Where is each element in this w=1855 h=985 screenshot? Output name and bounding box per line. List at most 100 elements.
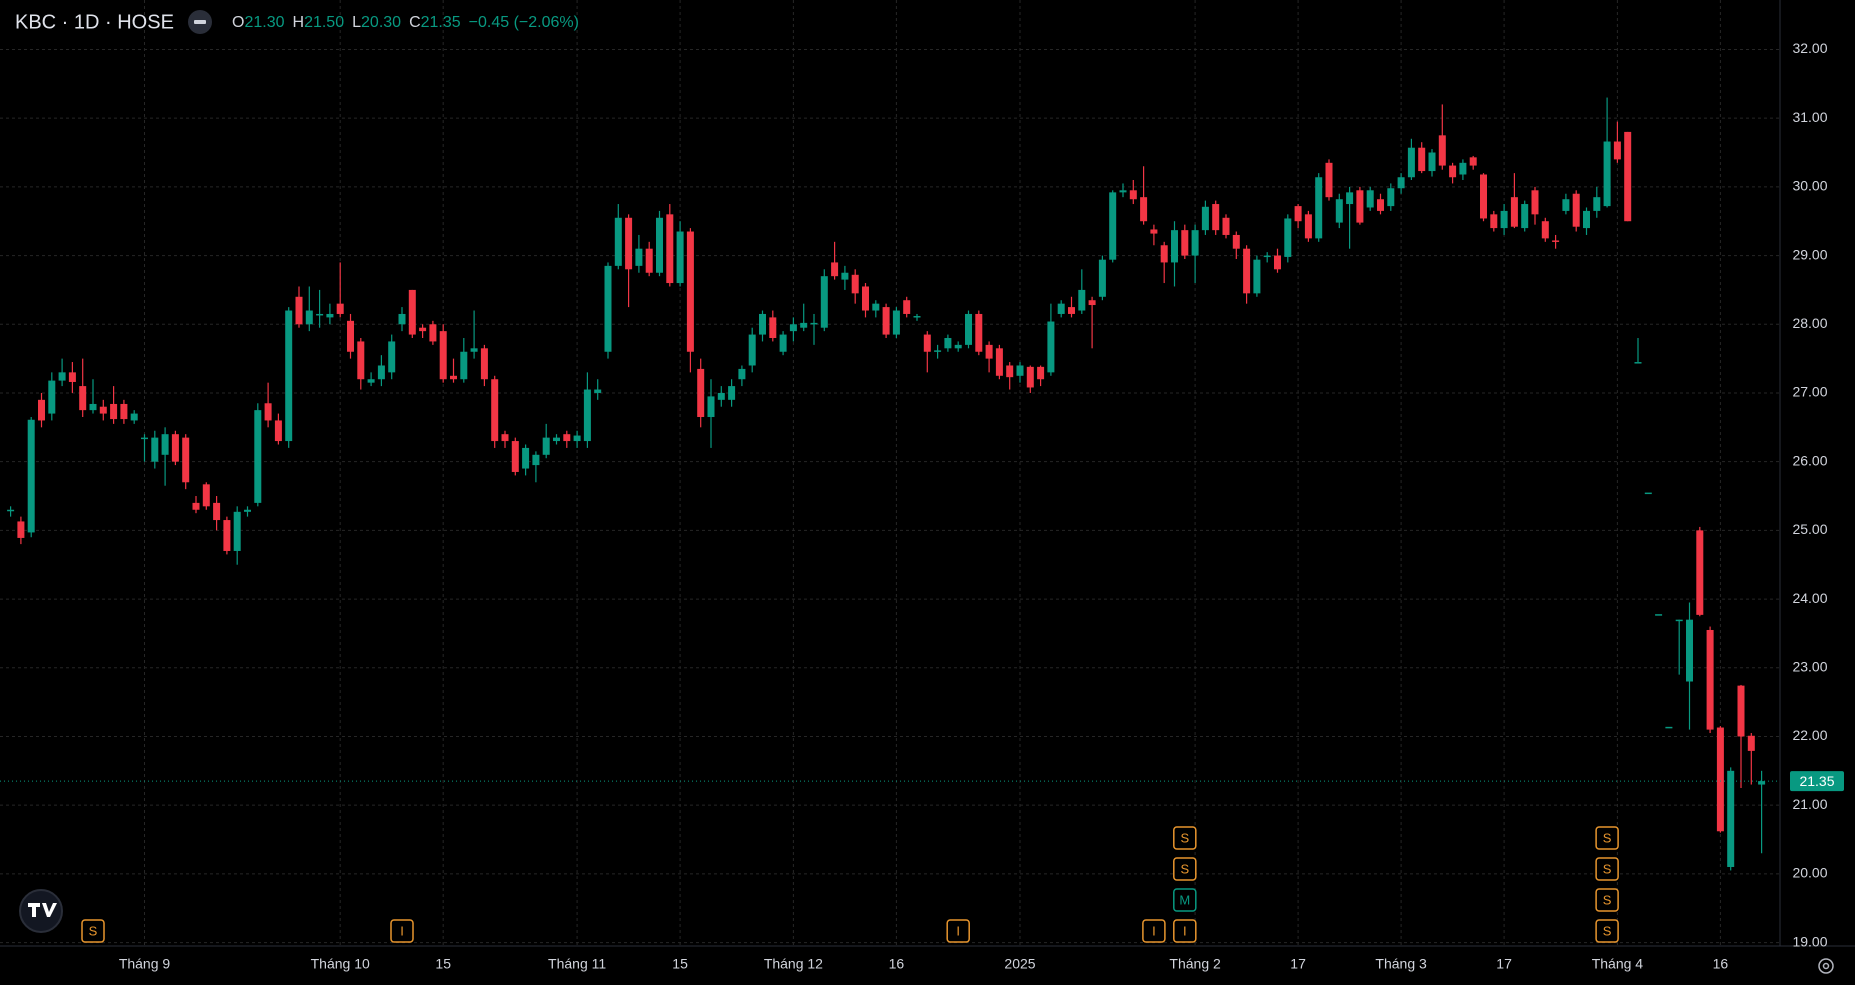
candles [0,97,1780,871]
candle-body [882,307,890,335]
candle-body [1603,141,1611,207]
event-marker[interactable]: S [81,919,105,943]
y-tick-label: 30.00 [1792,178,1827,194]
candle-body [728,386,736,400]
candle-body [1088,300,1096,306]
event-marker[interactable]: S [1173,826,1197,850]
candle-body [1304,214,1312,239]
candle-body [1171,230,1178,263]
y-tick-label: 23.00 [1792,658,1827,674]
settings-icon-center [1822,962,1830,970]
candle-body [594,389,602,393]
candle-body [27,419,35,533]
settings-icon [1818,958,1834,974]
x-tick-label: 16 [889,956,905,972]
ohlc-key: L [352,14,361,31]
candle-body [1418,147,1426,172]
x-tick-label: 17 [1290,956,1306,972]
candle-body [1716,727,1724,832]
event-marker[interactable]: S [1595,826,1619,850]
grid [0,0,1780,946]
candle-body [645,248,653,273]
event-marker[interactable]: M [1173,888,1197,912]
candle-body [1490,214,1498,229]
candle-body [1706,629,1714,730]
events: S I I I I M S S S S S S [81,826,1619,943]
candle-body [1727,770,1735,867]
candle-body [944,338,952,349]
x-tick-label: Tháng 10 [311,956,370,972]
event-marker[interactable]: S [1595,857,1619,881]
candle-body [1315,177,1323,239]
x-tick-label: 17 [1496,956,1512,972]
candle-body [408,289,416,335]
candle-body [1686,619,1693,682]
candle-body [480,348,488,380]
candle-body [1675,619,1683,622]
event-marker[interactable]: S [1595,888,1619,912]
candle-body [1263,255,1271,258]
candle-body [923,334,931,352]
candle-body [377,365,385,380]
candle-body [264,403,272,421]
candle-body [851,274,859,294]
event-box [1173,826,1197,850]
candle-body [1181,230,1189,256]
candle-body [862,286,869,311]
tradingview-logo[interactable] [19,889,63,933]
y-tick-label: 21.00 [1792,796,1827,812]
candle-body [1387,188,1395,207]
candle-body [491,379,499,442]
candle-body [1191,230,1199,256]
candle-body [532,454,540,466]
candle-body [1253,259,1261,294]
x-tick-label: 15 [672,956,688,972]
candle-body [697,368,705,418]
event-marker[interactable]: I [390,919,414,943]
candle-body [171,434,179,462]
ohlc: O21.30 H21.50 L20.30 C21.35 −0.45 (−2.06%) [232,14,579,31]
event-box [1173,888,1197,912]
y-tick-label: 28.00 [1792,315,1827,331]
y-tick-label: 27.00 [1792,384,1827,400]
x-tick-label: Tháng 12 [764,956,823,972]
event-marker[interactable]: S [1595,919,1619,943]
candle-body [954,344,962,349]
event-label: S [1603,861,1612,876]
candle-body [1613,141,1621,160]
candle-body [800,322,808,328]
event-label: M [1179,892,1190,907]
candle-body [182,437,190,483]
candle-body [202,484,210,507]
candle-body [1222,217,1230,235]
candle-body [305,310,313,325]
axes: 19.00 20.00 21.00 22.00 23.00 24.00 25.00 26.00… [119,40,1844,972]
candle-body [450,375,457,380]
candle-body [975,313,983,352]
candle-body [274,420,282,442]
legend-header: KBC · 1D · HOSE O21.30 H21.50 L20.30 C21.35… [15,10,579,34]
event-marker[interactable]: S [1173,857,1197,881]
event-marker[interactable]: I [1142,919,1166,943]
candle-body [779,334,787,352]
y-tick-label: 20.00 [1792,865,1827,881]
candle-body [1294,206,1302,222]
candle-body [820,276,828,328]
ohlc-key: O [232,14,244,31]
event-label: S [1603,892,1612,907]
event-box [1595,857,1619,881]
event-marker[interactable]: I [1173,919,1197,943]
y-tick-label: 19.00 [1792,933,1827,949]
candle-body [738,368,746,380]
settings-button[interactable] [1818,958,1834,974]
candle-body [1243,248,1251,294]
candle-body [79,386,87,411]
logo-mark [28,903,57,917]
event-marker[interactable]: I [946,919,970,943]
candle-body [707,396,715,418]
candle-body [1016,365,1024,376]
candle-body [233,511,241,551]
candle-body [192,502,200,510]
